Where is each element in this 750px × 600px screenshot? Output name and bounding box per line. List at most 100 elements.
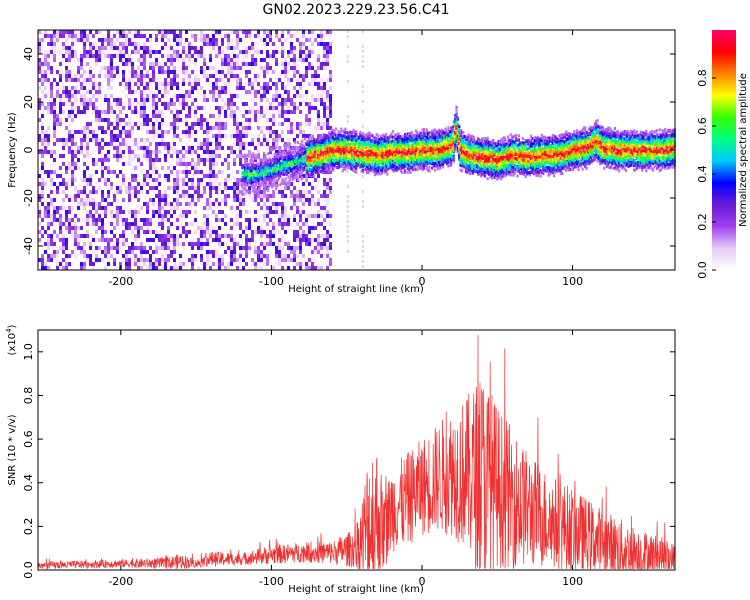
signal-cell — [387, 150, 390, 154]
noise-cell — [47, 126, 50, 130]
noise-cell — [65, 262, 68, 266]
noise-cell — [110, 134, 113, 138]
signal-cell — [375, 132, 378, 136]
noise-cell — [158, 190, 161, 194]
noise-cell — [281, 82, 284, 86]
noise-cell — [281, 70, 284, 74]
noise-cell — [131, 158, 134, 162]
noise-cell — [146, 146, 149, 150]
noise-cell — [65, 266, 68, 270]
noise-cell — [47, 238, 50, 242]
noise-cell — [284, 38, 287, 42]
signal-cell — [257, 175, 260, 179]
noise-cell — [191, 242, 194, 246]
noise-cell — [71, 194, 74, 198]
noise-cell — [128, 130, 131, 134]
noise-cell — [236, 258, 239, 262]
noise-cell — [89, 98, 92, 102]
noise-cell — [41, 70, 44, 74]
noise-cell — [98, 70, 101, 74]
noise-cell — [116, 238, 119, 242]
noise-cell — [278, 242, 281, 246]
noise-cell — [290, 46, 293, 50]
signal-cell — [321, 138, 324, 142]
noise-cell — [206, 182, 209, 186]
noise-cell — [134, 246, 137, 250]
signal-cell — [332, 152, 335, 156]
signal-cell — [299, 157, 302, 161]
signal-cell — [330, 128, 333, 132]
noise-cell — [128, 186, 131, 190]
signal-cell — [267, 162, 270, 166]
noise-cell — [41, 138, 44, 142]
noise-cell — [68, 206, 71, 210]
signal-cell — [382, 138, 385, 142]
signal-cell — [345, 159, 348, 163]
noise-cell — [176, 198, 179, 202]
signal-cell — [367, 155, 370, 159]
signal-cell — [363, 153, 366, 157]
noise-cell — [191, 238, 194, 242]
signal-cell — [286, 151, 289, 155]
noise-cell — [155, 170, 158, 174]
noise-cell — [260, 266, 263, 270]
signal-cell — [344, 157, 347, 161]
noise-cell — [329, 122, 332, 126]
noise-cell — [71, 54, 74, 58]
noise-cell — [53, 30, 56, 34]
noise-cell — [167, 90, 170, 94]
noise-cell — [47, 234, 50, 238]
noise-cell — [116, 222, 119, 226]
noise-cell — [53, 106, 56, 110]
noise-cell — [59, 78, 62, 82]
noise-cell — [182, 190, 185, 194]
noise-cell — [203, 230, 206, 234]
noise-cell — [194, 166, 197, 170]
noise-cell — [110, 142, 113, 146]
noise-cell — [227, 78, 230, 82]
signal-cell — [384, 163, 388, 167]
noise-cell — [149, 78, 152, 82]
signal-cell — [294, 171, 297, 175]
noise-cell — [188, 58, 191, 62]
noise-cell — [239, 38, 242, 42]
signal-cell — [286, 173, 289, 177]
signal-cell — [328, 150, 331, 154]
signal-cell — [348, 130, 351, 134]
noise-cell — [74, 90, 77, 94]
noise-cell — [92, 94, 95, 98]
noise-cell — [173, 30, 176, 34]
noise-cell — [98, 46, 101, 50]
noise-cell — [50, 46, 53, 50]
signal-cell — [304, 147, 308, 151]
noise-cell — [284, 194, 287, 198]
noise-cell — [56, 242, 59, 246]
noise-cell — [92, 130, 95, 134]
noise-cell — [170, 266, 173, 270]
noise-cell — [200, 50, 203, 54]
signal-cell — [284, 177, 287, 181]
signal-cell — [244, 156, 247, 160]
noise-cell — [74, 222, 77, 226]
signal-cell — [351, 146, 354, 150]
noise-cell — [161, 30, 164, 34]
signal-cell — [349, 142, 352, 146]
signal-cell — [306, 166, 309, 170]
noise-cell — [254, 102, 257, 106]
noise-cell — [254, 246, 257, 250]
noise-cell — [110, 58, 113, 62]
noise-cell — [65, 238, 68, 242]
signal-cell — [361, 138, 365, 142]
noise-cell — [155, 62, 158, 66]
noise-cell — [215, 146, 218, 150]
noise-cell — [176, 94, 179, 98]
noise-cell — [122, 74, 125, 78]
noise-cell — [329, 214, 332, 218]
signal-cell — [348, 163, 351, 167]
noise-cell — [329, 46, 332, 50]
noise-cell — [239, 50, 242, 54]
noise-cell — [200, 146, 203, 150]
noise-cell — [50, 202, 53, 206]
noise-cell — [197, 266, 200, 270]
noise-cell — [176, 170, 179, 174]
